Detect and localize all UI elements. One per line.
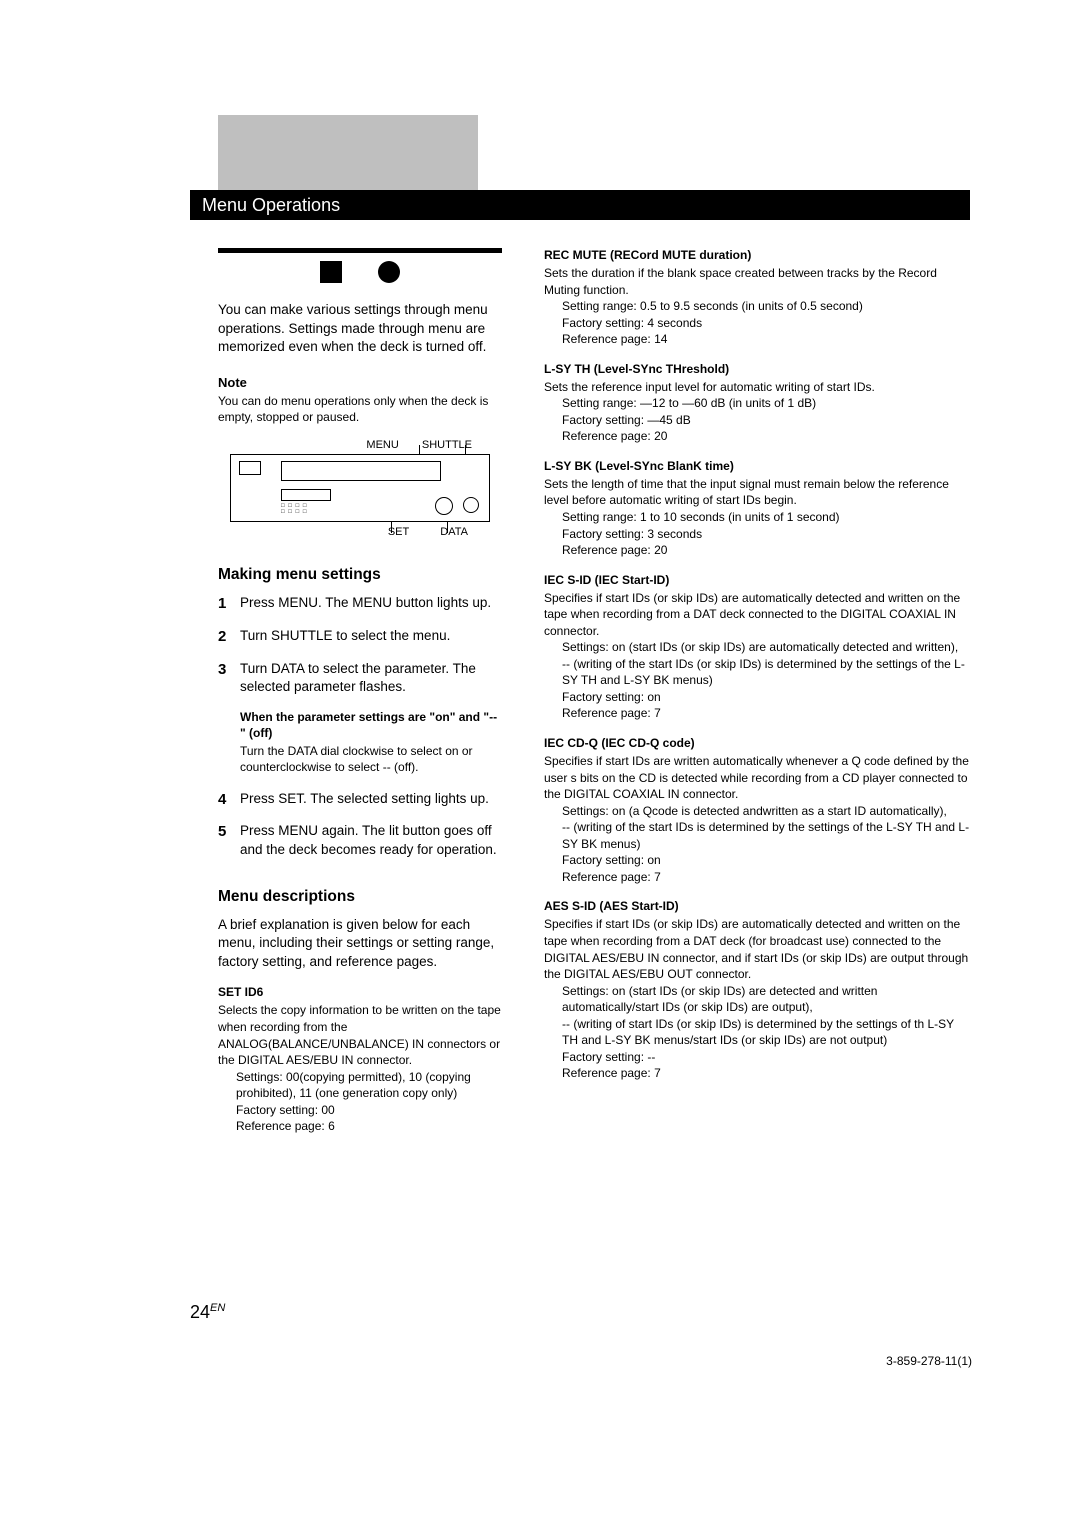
page-number: 24EN xyxy=(190,1302,225,1323)
item-head-iecsid: IEC S-ID (IEC Start-ID) xyxy=(544,573,970,587)
step-text: Turn SHUTTLE to select the menu. xyxy=(240,627,502,648)
item-factory: Factory setting: 3 seconds xyxy=(544,526,970,543)
step-2: 2 Turn SHUTTLE to select the menu. xyxy=(218,627,502,648)
device-outline: □ □ □ □□ □ □ □ xyxy=(230,454,490,522)
page-num-suffix: EN xyxy=(210,1302,225,1314)
content-area: You can make various settings through me… xyxy=(218,248,970,1149)
item-ref: Reference page: 20 xyxy=(544,542,970,559)
item-desc: Specifies if start IDs (or skip IDs) are… xyxy=(544,590,970,640)
step-5: 5 Press MENU again. The lit button goes … xyxy=(218,822,502,859)
item-factory: Factory setting: on xyxy=(544,689,970,706)
item-factory: Factory setting: 00 xyxy=(218,1102,502,1119)
item-settings: Setting range: —12 to —60 dB (in units o… xyxy=(544,395,970,412)
item-head-setid6: SET ID6 xyxy=(218,985,502,999)
divider-line xyxy=(218,248,502,253)
item-desc: Specifies if start IDs are written autom… xyxy=(544,753,970,803)
menu-label: MENU xyxy=(366,439,398,451)
item-ref: Reference page: 6 xyxy=(218,1118,502,1135)
item-ref: Reference page: 14 xyxy=(544,331,970,348)
step-text: Press SET. The selected setting lights u… xyxy=(240,790,502,811)
item-head-lsyth: L-SY TH (Level-SYnc THreshold) xyxy=(544,362,970,376)
page-num-value: 24 xyxy=(190,1302,210,1322)
step-3: 3 Turn DATA to select the parameter. The… xyxy=(218,660,502,697)
item-ref: Reference page: 7 xyxy=(544,705,970,722)
item-settings: Settings: 00(copying permitted), 10 (cop… xyxy=(218,1069,502,1102)
item-desc: Selects the copy information to be writt… xyxy=(218,1002,502,1068)
item-head-lsybk: L-SY BK (Level-SYnc BlanK time) xyxy=(544,459,970,473)
item-body-lsybk: Sets the length of time that the input s… xyxy=(544,476,970,559)
item-factory: Factory setting: 4 seconds xyxy=(544,315,970,332)
step-num: 5 xyxy=(218,822,240,859)
step-num: 2 xyxy=(218,627,240,648)
record-icon xyxy=(378,261,400,283)
item-desc: Sets the reference input level for autom… xyxy=(544,379,970,396)
item-head-aessid: AES S-ID (AES Start-ID) xyxy=(544,899,970,913)
header-gray-block xyxy=(218,115,478,190)
item-desc: Sets the duration if the blank space cre… xyxy=(544,265,970,298)
step-4: 4 Press SET. The selected setting lights… xyxy=(218,790,502,811)
item-body-aessid: Specifies if start IDs (or skip IDs) are… xyxy=(544,916,970,1081)
menu-desc-intro: A brief explanation is given below for e… xyxy=(218,916,502,972)
step-text: Press MENU. The MENU button lights up. xyxy=(240,594,502,615)
note-body: You can do menu operations only when the… xyxy=(218,393,502,425)
step-text: Press MENU again. The lit button goes of… xyxy=(240,822,502,859)
item-desc: Sets the length of time that the input s… xyxy=(544,476,970,509)
item-settings: Settings: on (a Qcode is detected andwri… xyxy=(544,803,970,853)
intro-text: You can make various settings through me… xyxy=(218,301,502,357)
diagram-top-labels: MENU SHUTTLE xyxy=(230,439,490,451)
step-num: 4 xyxy=(218,790,240,811)
stop-icon xyxy=(320,261,342,283)
doc-id: 3-859-278-11(1) xyxy=(886,1354,972,1368)
making-menu-heading: Making menu settings xyxy=(218,566,502,584)
substep-body: Turn the DATA dial clockwise to select o… xyxy=(240,744,473,774)
menu-desc-heading: Menu descriptions xyxy=(218,888,502,906)
item-ref: Reference page: 7 xyxy=(544,869,970,886)
item-settings: Settings: on (start IDs (or skip IDs) ar… xyxy=(544,983,970,1049)
item-head-recmute: REC MUTE (RECord MUTE duration) xyxy=(544,248,970,262)
data-label: DATA xyxy=(440,526,468,538)
substep-title: When the parameter settings are "on" and… xyxy=(240,709,502,741)
device-diagram: MENU SHUTTLE □ □ □ □□ □ □ □ SET DATA xyxy=(230,439,490,538)
note-heading: Note xyxy=(218,375,502,390)
item-ref: Reference page: 7 xyxy=(544,1065,970,1082)
section-title-bar: Menu Operations xyxy=(190,190,970,220)
diagram-bottom-labels: SET DATA xyxy=(230,526,490,538)
item-factory: Factory setting: —45 dB xyxy=(544,412,970,429)
step-text: Turn DATA to select the parameter. The s… xyxy=(240,660,502,697)
step-num: 1 xyxy=(218,594,240,615)
step-1: 1 Press MENU. The MENU button lights up. xyxy=(218,594,502,615)
item-desc: Specifies if start IDs (or skip IDs) are… xyxy=(544,916,970,982)
item-settings: Setting range: 0.5 to 9.5 seconds (in un… xyxy=(544,298,970,315)
item-body-recmute: Sets the duration if the blank space cre… xyxy=(544,265,970,348)
item-ref: Reference page: 20 xyxy=(544,428,970,445)
item-settings: Setting range: 1 to 10 seconds (in units… xyxy=(544,509,970,526)
item-settings: Settings: on (start IDs (or skip IDs) ar… xyxy=(544,639,970,689)
substep: When the parameter settings are "on" and… xyxy=(240,709,502,776)
item-body-iecsid: Specifies if start IDs (or skip IDs) are… xyxy=(544,590,970,722)
item-body-lsyth: Sets the reference input level for autom… xyxy=(544,379,970,445)
item-factory: Factory setting: -- xyxy=(544,1049,970,1066)
item-factory: Factory setting: on xyxy=(544,852,970,869)
right-column: REC MUTE (RECord MUTE duration) Sets the… xyxy=(544,248,970,1149)
step-num: 3 xyxy=(218,660,240,697)
left-column: You can make various settings through me… xyxy=(218,248,502,1149)
item-body-ieccdq: Specifies if start IDs are written autom… xyxy=(544,753,970,885)
item-body-setid6: Selects the copy information to be writt… xyxy=(218,1002,502,1134)
item-head-ieccdq: IEC CD-Q (IEC CD-Q code) xyxy=(544,736,970,750)
icon-row xyxy=(218,261,502,283)
